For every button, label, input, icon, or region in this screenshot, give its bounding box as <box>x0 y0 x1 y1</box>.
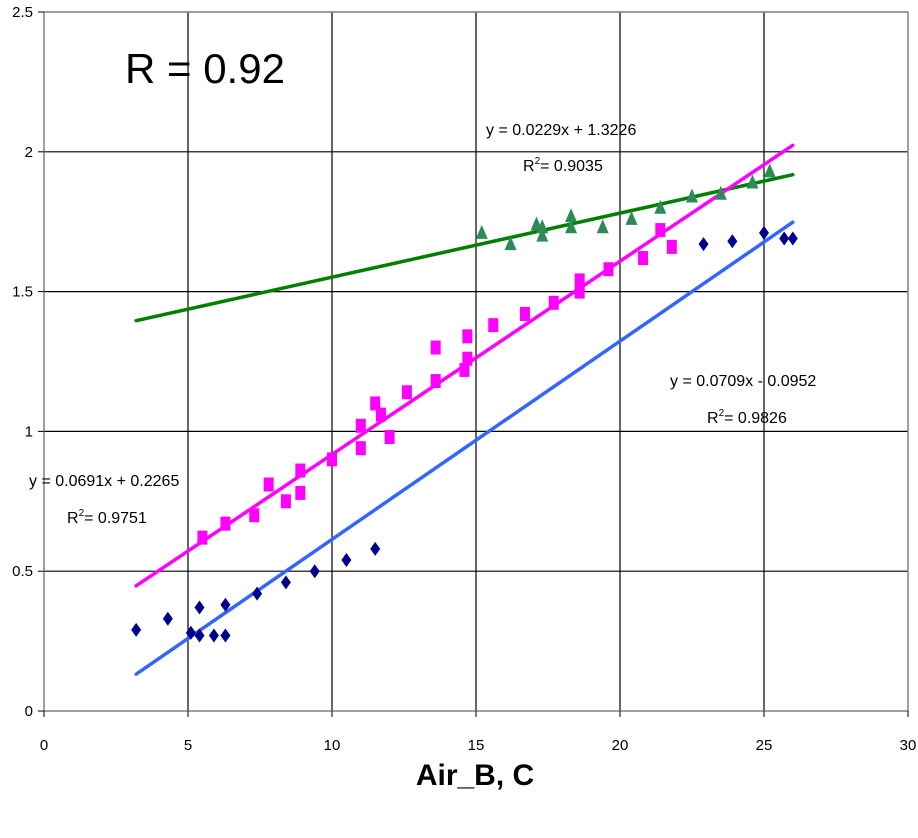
data-point-square <box>519 306 530 321</box>
trendlines <box>134 143 795 676</box>
data-point-diamond <box>131 622 142 637</box>
trendline <box>134 172 795 323</box>
data-point-square <box>384 429 395 444</box>
trendline <box>134 220 795 676</box>
green-r2-value: = 0.9035 <box>540 158 603 175</box>
x-tick-label: 15 <box>468 737 485 754</box>
data-point-triangle <box>686 188 698 203</box>
data-point-diamond <box>162 611 173 626</box>
data-point-square <box>295 485 306 500</box>
data-point-triangle <box>565 219 578 234</box>
data-point-square <box>327 452 337 467</box>
data-point-triangle <box>475 224 488 239</box>
data-point-triangle <box>565 208 578 223</box>
data-point-diamond <box>220 628 231 643</box>
data-point-square <box>375 407 386 422</box>
x-tick-labels: 0 5 10 15 20 25 30 <box>40 711 917 754</box>
data-point-diamond <box>341 553 352 568</box>
x-tick-label: 0 <box>40 737 48 754</box>
data-point-square <box>459 362 470 377</box>
data-point-triangle <box>763 163 776 178</box>
data-point-diamond <box>194 600 205 615</box>
y-tick-label: 2.5 <box>12 4 33 21</box>
data-point-triangle <box>746 174 759 189</box>
y-tick-label: 0.5 <box>12 563 33 580</box>
x-tick-label: 5 <box>184 737 192 754</box>
data-point-square <box>280 494 291 509</box>
data-point-square <box>263 477 274 492</box>
data-point-square <box>488 318 499 333</box>
data-point-diamond <box>759 225 769 240</box>
data-point-square <box>197 530 208 545</box>
data-point-diamond <box>208 628 219 643</box>
data-points <box>131 163 798 643</box>
data-point-triangle <box>596 219 609 234</box>
y-tick-label: 1 <box>25 423 33 440</box>
data-point-square <box>548 295 559 310</box>
data-point-square <box>603 262 614 277</box>
y-tick-labels: 0 0.5 1 1.5 2 2.5 <box>12 4 44 720</box>
data-point-diamond <box>185 625 196 640</box>
data-point-triangle <box>504 236 517 251</box>
data-point-square <box>295 463 306 478</box>
data-point-diamond <box>194 628 205 643</box>
pink-trend-r2: R2= 0.9751 <box>67 508 147 527</box>
data-point-square <box>430 374 441 389</box>
data-point-square <box>355 441 366 456</box>
data-point-square <box>666 239 677 254</box>
pink-r2-value: = 0.9751 <box>84 510 147 527</box>
data-point-square <box>430 340 441 355</box>
data-point-square <box>220 516 231 531</box>
x-tick-label: 20 <box>612 737 629 754</box>
data-point-diamond <box>280 575 291 590</box>
data-point-triangle <box>714 185 727 200</box>
y-tick-label: 0 <box>25 703 33 720</box>
data-point-diamond <box>779 231 790 246</box>
blue-r2-value: = 0.9826 <box>724 410 787 427</box>
x-tick-label: 10 <box>324 737 341 754</box>
pink-trend-equation: y = 0.0691x + 0.2265 <box>29 473 179 490</box>
data-point-square <box>249 508 260 523</box>
data-point-diamond <box>252 586 263 601</box>
r-value-annotation: R = 0.92 <box>125 45 285 92</box>
blue-trend-r2: R2= 0.9826 <box>707 408 787 427</box>
data-point-diamond <box>727 234 738 249</box>
data-point-triangle <box>536 227 549 242</box>
data-point-square <box>462 329 473 344</box>
data-point-square <box>370 396 381 411</box>
grid <box>44 12 908 711</box>
data-point-triangle <box>654 199 667 214</box>
data-point-square <box>638 251 649 266</box>
x-tick-label: 30 <box>900 737 917 754</box>
green-trend-r2: R2= 0.9035 <box>523 156 603 175</box>
blue-trend-equation: y = 0.0709x - 0.0952 <box>670 373 816 390</box>
data-point-diamond <box>309 564 320 579</box>
data-point-square <box>574 284 585 299</box>
data-point-square <box>462 351 473 366</box>
x-axis-label: Air_B, C <box>416 759 534 792</box>
data-point-square <box>355 418 366 433</box>
data-point-diamond <box>698 237 709 252</box>
data-point-triangle <box>536 219 549 234</box>
green-trend-equation: y = 0.0229x + 1.3226 <box>486 122 636 139</box>
data-point-diamond <box>220 597 231 612</box>
data-point-square <box>655 223 666 238</box>
y-tick-label: 1.5 <box>12 284 33 301</box>
x-tick-label: 25 <box>756 737 773 754</box>
data-point-diamond <box>370 541 381 556</box>
data-point-square <box>401 385 412 400</box>
data-point-diamond <box>787 231 798 246</box>
y-tick-label: 2 <box>25 144 33 161</box>
data-point-square <box>574 273 585 288</box>
data-point-triangle <box>625 210 638 225</box>
